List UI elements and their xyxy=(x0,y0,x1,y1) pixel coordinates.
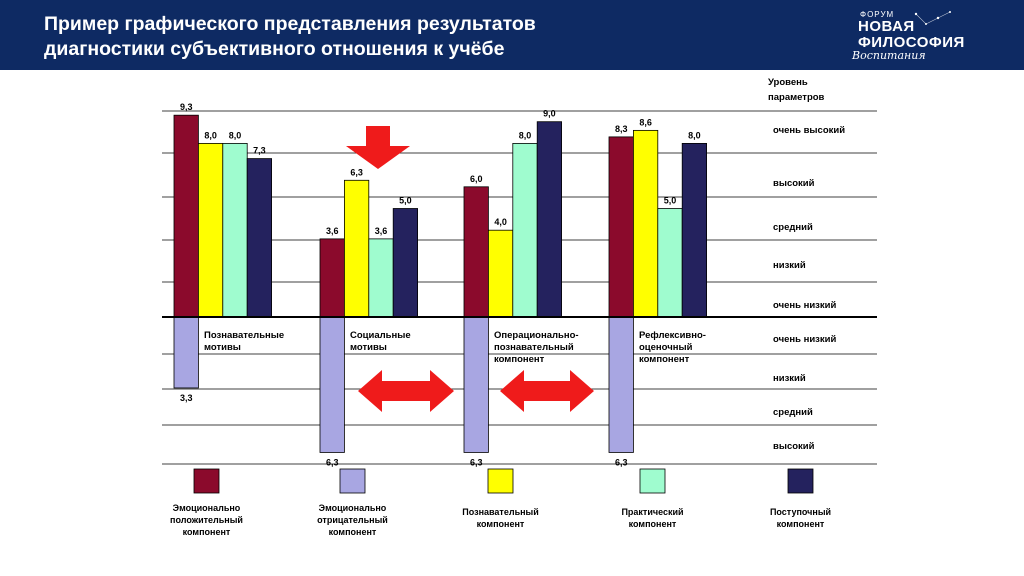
bar xyxy=(512,142,538,318)
bar-value-label: 4,0 xyxy=(494,217,507,227)
legend-label: Эмоционально xyxy=(173,503,241,513)
group-label: Социальные xyxy=(350,330,411,341)
level-label: очень низкий xyxy=(773,334,836,345)
logo-line-4: Воспитания xyxy=(852,49,926,62)
level-label: высокий xyxy=(773,441,815,452)
group-label: компонент xyxy=(639,354,690,365)
level-label: очень высокий xyxy=(773,125,845,136)
bar-value-label: 6,3 xyxy=(350,167,363,177)
bar xyxy=(222,142,248,318)
down-arrow-icon xyxy=(346,126,410,169)
legend-swatch xyxy=(487,468,514,494)
bar xyxy=(463,316,489,453)
level-label: средний xyxy=(773,407,813,418)
bar xyxy=(173,316,199,389)
title-line-2: диагностики субъективного отношения к уч… xyxy=(44,38,505,60)
legend-label: компонент xyxy=(777,519,825,529)
bar xyxy=(463,186,489,318)
bar xyxy=(657,208,683,318)
legend-label: компонент xyxy=(629,519,677,529)
legend-label: Эмоционально xyxy=(319,503,387,513)
forum-logo: ФОРУМ НОВАЯ ФИЛОСОФИЯ Воспитания xyxy=(846,8,976,66)
bar-value-label: 8,0 xyxy=(204,130,217,140)
bar xyxy=(343,179,370,318)
level-label: низкий xyxy=(773,260,806,271)
page-title: Пример графического представления резуль… xyxy=(44,12,804,62)
title-line-1: Пример графического представления резуль… xyxy=(44,13,536,35)
legend-label: компонент xyxy=(329,527,377,537)
bar xyxy=(368,238,394,318)
group-label: познавательный xyxy=(494,342,574,353)
legend-label: положительный xyxy=(170,515,243,525)
logo-line-3: ФИЛОСОФИЯ xyxy=(858,34,965,51)
bar xyxy=(608,316,634,453)
level-label: низкий xyxy=(773,373,806,384)
levels-title-line-2: параметров xyxy=(768,92,825,103)
group-label: Познавательные xyxy=(204,330,284,341)
bar xyxy=(536,121,563,318)
group-label: компонент xyxy=(494,354,545,365)
bar-value-label: 6,3 xyxy=(326,457,339,467)
bar-value-label: 7,3 xyxy=(253,146,266,156)
bar-value-label: 6,0 xyxy=(470,174,483,184)
bar-value-label: 3,6 xyxy=(326,226,339,236)
logo-stars-icon xyxy=(914,11,951,25)
double-arrow-icon xyxy=(500,370,594,412)
group-label: мотивы xyxy=(350,342,387,353)
bar xyxy=(197,142,224,318)
legend-swatch xyxy=(639,468,666,494)
group-label: Операционально- xyxy=(494,330,579,341)
legend-swatch xyxy=(787,468,814,494)
level-label: высокий xyxy=(773,178,815,189)
legend-swatch xyxy=(193,468,220,494)
bar-value-label: 8,6 xyxy=(639,117,652,127)
group-label: Рефлексивно- xyxy=(639,330,706,341)
logo-line-1: ФОРУМ xyxy=(860,10,895,19)
bar-value-label: 9,0 xyxy=(543,109,556,119)
bar xyxy=(487,229,514,318)
levels-title-line-1: Уровень xyxy=(768,77,808,88)
group-label: мотивы xyxy=(204,342,241,353)
bar-value-label: 8,0 xyxy=(229,130,242,140)
bar-value-label: 5,0 xyxy=(664,196,677,206)
level-label: очень низкий xyxy=(773,300,836,311)
bar xyxy=(319,238,345,318)
legend-swatch xyxy=(339,468,366,494)
bar-value-label: 6,3 xyxy=(615,457,628,467)
legend-label: компонент xyxy=(477,519,525,529)
bar-value-label: 5,0 xyxy=(399,196,412,206)
level-label: средний xyxy=(773,222,813,233)
bar xyxy=(173,114,199,318)
double-arrow-icon xyxy=(358,370,454,412)
logo-line-2: НОВАЯ xyxy=(858,18,915,35)
bar-value-label: 8,3 xyxy=(615,124,628,134)
legend-label: компонент xyxy=(183,527,231,537)
legend-label: отрицательный xyxy=(317,515,388,525)
bar xyxy=(392,208,419,318)
bar-value-label: 9,3 xyxy=(180,102,193,112)
legend-label: Познавательный xyxy=(462,507,539,517)
group-label: оценочный xyxy=(639,342,693,353)
bar xyxy=(319,316,345,453)
header-bar: Пример графического представления резуль… xyxy=(0,0,1024,70)
bar xyxy=(608,136,634,318)
bar xyxy=(246,158,272,318)
bar-value-label: 3,3 xyxy=(180,393,193,403)
bar xyxy=(681,142,708,318)
legend-label: Поступочный xyxy=(770,507,831,517)
bar-value-label: 8,0 xyxy=(688,130,701,140)
legend-label: Практический xyxy=(621,507,683,517)
bar-value-label: 6,3 xyxy=(470,457,483,467)
bar-value-label: 8,0 xyxy=(519,130,532,140)
bar xyxy=(633,129,659,318)
bar-value-label: 3,6 xyxy=(375,226,388,236)
